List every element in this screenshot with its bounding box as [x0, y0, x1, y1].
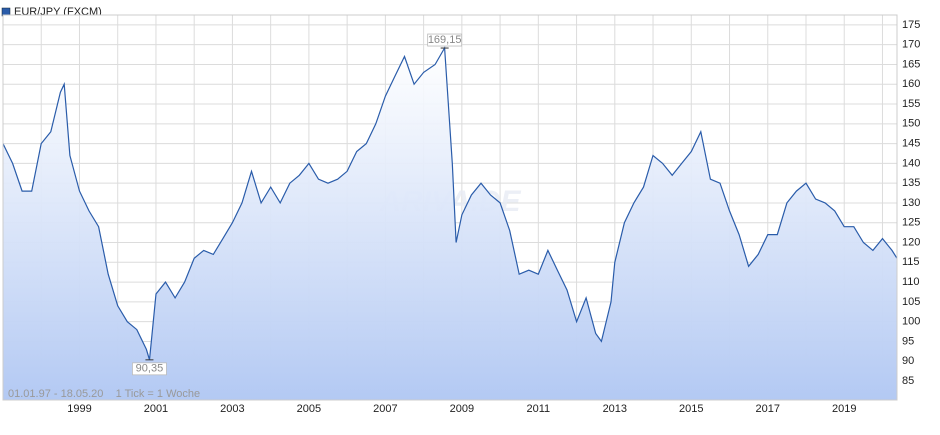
- x-tick-label: 2005: [297, 403, 321, 415]
- y-tick-label: 155: [902, 98, 920, 110]
- x-tick-label: 2011: [527, 403, 551, 415]
- plot-border: [2, 14, 898, 401]
- x-tick-label: 2003: [220, 403, 244, 415]
- y-tick-label: 160: [902, 78, 920, 90]
- annotation-label: 90,35: [136, 363, 164, 375]
- annotation-box: [427, 33, 463, 47]
- y-tick-label: 150: [902, 118, 920, 130]
- x-tick-label: 2019: [832, 403, 856, 415]
- y-tick-label: 115: [902, 256, 920, 268]
- y-tick-label: 90: [902, 355, 914, 367]
- y-tick-label: 120: [902, 236, 920, 248]
- x-tick-label: 2015: [679, 403, 703, 415]
- x-tick-label: 2017: [756, 403, 780, 415]
- y-tick-label: 135: [902, 177, 920, 189]
- y-tick-label: 110: [902, 276, 920, 288]
- x-tick-label: 2001: [144, 403, 168, 415]
- area: [3, 48, 897, 400]
- annotation-box: [132, 362, 167, 376]
- note: 01.01.97 - 18.05.20 1 Tick = 1 Woche: [8, 388, 200, 400]
- x-tick-label: 2007: [373, 403, 397, 415]
- annotation-label: 169,15: [428, 34, 462, 46]
- y-tick-label: 145: [902, 138, 920, 150]
- y-tick-label: 105: [902, 296, 920, 308]
- y-tick-label: 170: [902, 39, 920, 51]
- y-tick-label: 125: [902, 217, 920, 229]
- x-tick-label: 1999: [67, 403, 91, 415]
- x-tick-label: 2009: [450, 403, 474, 415]
- y-tick-label: 85: [902, 375, 914, 387]
- y-tick-label: 175: [902, 19, 920, 31]
- y-tick-label: 165: [902, 58, 920, 70]
- y-tick-label: 95: [902, 335, 914, 347]
- y-tick-label: 130: [902, 197, 920, 209]
- line: [2, 45, 898, 360]
- y-tick-label: 140: [902, 157, 920, 169]
- y-tick-label: 100: [902, 316, 920, 328]
- x-tick-label: 2013: [603, 403, 627, 415]
